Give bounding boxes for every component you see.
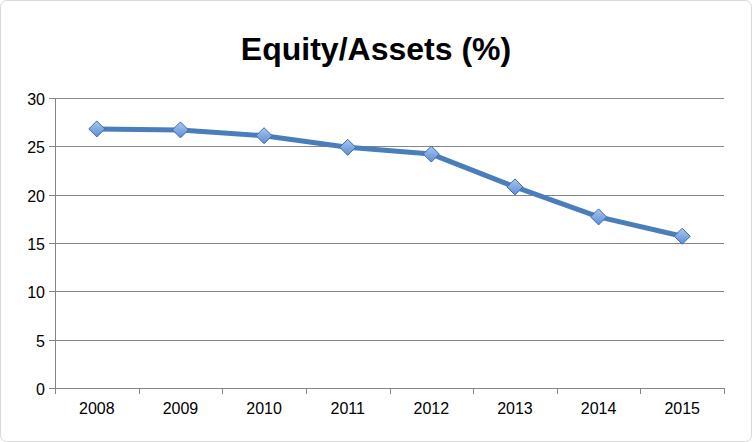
grid-line — [55, 98, 724, 99]
x-tick — [306, 388, 307, 394]
x-tick-label: 2014 — [581, 400, 617, 417]
x-tick-label: 2013 — [497, 400, 533, 417]
x-tick-label: 2008 — [79, 400, 115, 417]
data-marker — [507, 179, 523, 195]
x-tick — [222, 388, 223, 394]
grid-line — [55, 146, 724, 147]
y-tick — [49, 146, 55, 147]
y-axis — [55, 98, 56, 388]
grid-line — [55, 291, 724, 292]
y-tick — [49, 340, 55, 341]
grid-line — [55, 243, 724, 244]
x-tick-label: 2012 — [414, 400, 450, 417]
data-marker — [423, 146, 439, 162]
data-marker — [172, 122, 188, 138]
grid-line — [55, 388, 724, 389]
y-tick-label: 25 — [27, 139, 45, 156]
x-tick — [473, 388, 474, 394]
y-tick-label: 0 — [36, 381, 45, 398]
y-tick — [49, 195, 55, 196]
data-marker — [591, 209, 607, 225]
y-tick-label: 15 — [27, 236, 45, 253]
plot-data — [89, 121, 690, 244]
x-tick — [724, 388, 725, 394]
y-tick — [49, 388, 55, 389]
y-tick-label: 5 — [36, 333, 45, 350]
data-marker — [256, 128, 272, 144]
x-tick-label: 2011 — [330, 400, 365, 417]
x-tick — [139, 388, 140, 394]
y-tick-label: 30 — [27, 91, 45, 108]
chart-svg: Equity/Assets (%) 0 5 10 15 20 25 30 2008 2009 201… — [0, 0, 752, 442]
chart-container: Equity/Assets (%) 0 5 10 15 20 25 30 2008 2009 201… — [0, 0, 752, 442]
x-tick-label: 2010 — [246, 400, 282, 417]
y-tick-label: 20 — [27, 188, 45, 205]
chart-border — [1, 1, 752, 442]
x-tick-label: 2009 — [163, 400, 199, 417]
data-marker — [89, 121, 105, 137]
data-line — [97, 129, 682, 236]
x-tick-label: 2015 — [664, 400, 700, 417]
y-tick — [49, 291, 55, 292]
data-marker — [340, 139, 356, 155]
y-tick — [49, 243, 55, 244]
x-tick — [390, 388, 391, 394]
grid-line — [55, 195, 724, 196]
chart-title: Equity/Assets (%) — [241, 31, 511, 67]
grid-line — [55, 340, 724, 341]
x-tick — [640, 388, 641, 394]
x-axis — [55, 388, 724, 389]
x-tick — [55, 388, 56, 394]
y-tick — [49, 98, 55, 99]
x-tick — [557, 388, 558, 394]
y-tick-label: 10 — [27, 284, 45, 301]
data-marker — [674, 228, 690, 244]
